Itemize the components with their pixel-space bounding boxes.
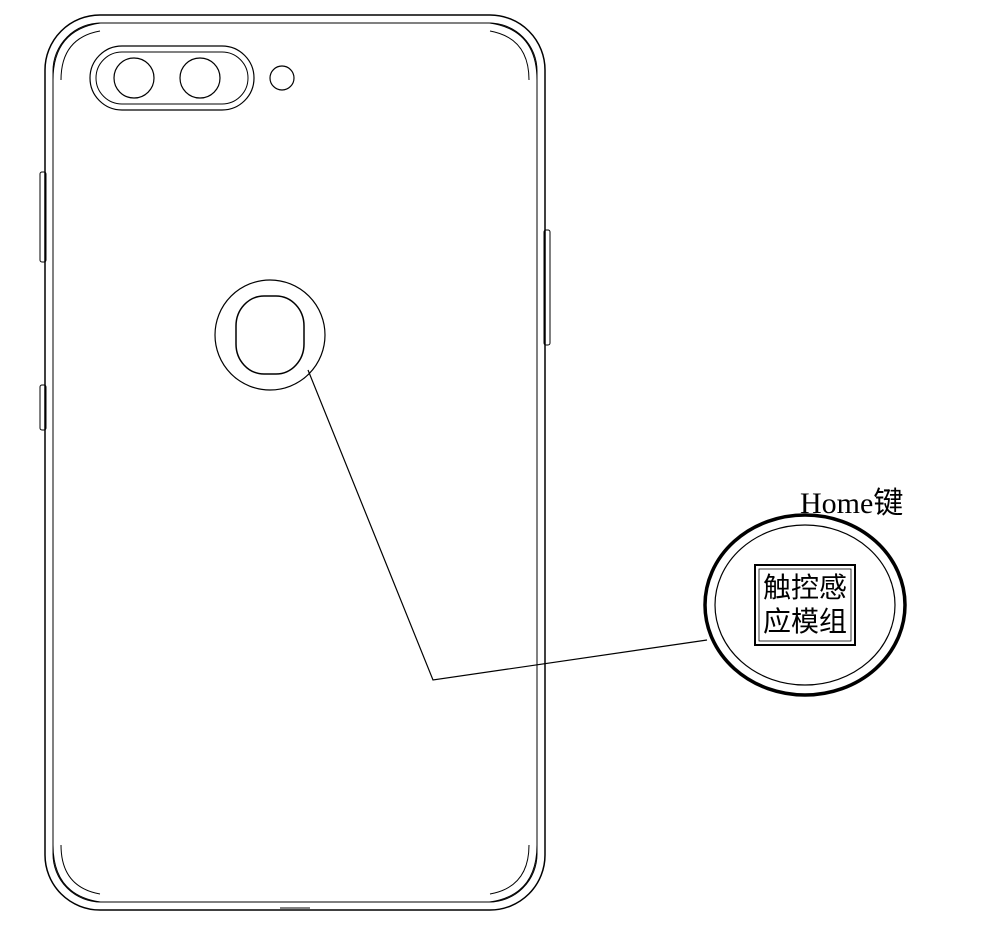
callout-module-text: 触控感 应模组 <box>762 572 848 639</box>
phone-illustration <box>0 0 1000 930</box>
callout-text-line2: 应模组 <box>763 607 847 638</box>
leader-line <box>308 370 707 680</box>
phone-outer-shell <box>45 15 545 910</box>
camera-lens-1 <box>114 58 154 98</box>
camera-lens-2 <box>180 58 220 98</box>
callout-text-line1: 触控感 <box>763 573 847 604</box>
phone-inner-shell <box>53 23 537 902</box>
camera-flash <box>270 66 294 90</box>
diagram-canvas: Home键 触控感 应模组 <box>0 0 1000 930</box>
callout-home-label: Home键 <box>800 478 903 522</box>
fingerprint-inner-pad <box>236 296 304 374</box>
camera-module-inner <box>96 52 248 104</box>
